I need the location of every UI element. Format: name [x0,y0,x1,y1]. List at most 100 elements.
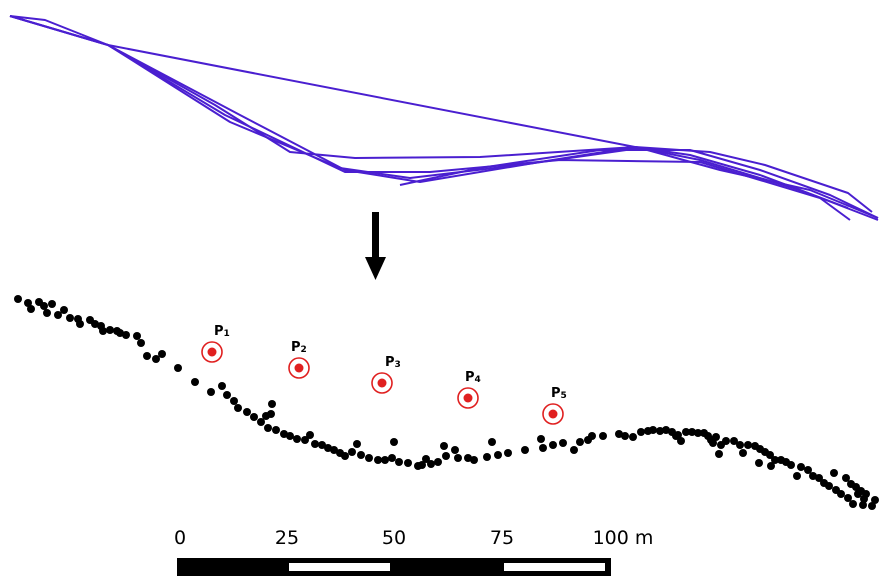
cloud-point [24,299,32,307]
cloud-point [504,449,512,457]
marker-p1: P1 [201,324,230,363]
cloud-point [191,378,199,386]
marker-ring [457,387,479,409]
cloud-point [99,327,107,335]
cloud-point [76,320,84,328]
cloud-point [859,501,867,509]
marker-p5: P5 [542,386,567,425]
cloud-point [306,431,314,439]
cloud-point [272,426,280,434]
cloud-point [868,502,876,510]
scale-tick-0: 0 [174,527,186,549]
marker-label-main: P [551,386,561,401]
scale-tick-100m: 100 m [593,527,654,549]
trajectory-line [9,15,873,213]
marker-label-sub: 1 [224,329,230,339]
cloud-point [677,437,685,445]
cloud-point [133,332,141,340]
marker-label-p4: P4 [465,370,481,385]
cloud-point [656,427,664,435]
marker-label-sub: 4 [475,375,481,385]
cloud-point [755,459,763,467]
cloud-point [330,446,338,454]
marker-dot [548,409,558,419]
cloud-point [264,424,272,432]
trajectory-line [9,15,851,221]
cloud-point [442,452,450,460]
cloud-point [739,449,747,457]
cloud-point [48,300,56,308]
cloud-point [223,391,231,399]
point-cloud [14,295,879,510]
cloud-point [418,461,426,469]
cloud-point [804,466,812,474]
cloud-point [348,448,356,456]
scale-tick-75: 75 [490,527,514,549]
cloud-point [694,429,702,437]
marker-label-p1: P1 [214,324,230,339]
cloud-point [54,311,62,319]
cloud-point [709,439,717,447]
cloud-point [621,432,629,440]
cloud-point [830,469,838,477]
cloud-point [267,410,275,418]
cloud-point [395,458,403,466]
marker-label-main: P [385,355,395,370]
marker-dot [294,363,304,373]
cloud-point [712,433,720,441]
marker-dot [377,378,387,388]
cloud-point [736,441,744,449]
cloud-point [470,456,478,464]
cloud-point [715,450,723,458]
cloud-point [250,413,258,421]
cloud-point [494,451,502,459]
marker-dot [207,347,217,357]
cloud-point [388,454,396,462]
cloud-point [390,438,398,446]
cloud-point [860,495,868,503]
cloud-point [427,460,435,468]
marker-p2: P2 [288,340,310,379]
marker-label-main: P [291,340,301,355]
cloud-point [837,490,845,498]
cloud-point [374,456,382,464]
cloud-point [588,432,596,440]
cloud-point [293,435,301,443]
cloud-point [66,314,74,322]
cloud-point [539,444,547,452]
cloud-point [744,441,752,449]
cloud-point [318,441,326,449]
cloud-point [570,446,578,454]
marker-ring [201,341,223,363]
scale-bar-segment-white [289,563,390,571]
trajectory-line [107,44,849,209]
marker-label-sub: 5 [561,391,567,401]
cloud-point [174,364,182,372]
cloud-point [257,418,265,426]
marker-dot [463,393,473,403]
cloud-point [301,436,309,444]
marker-ring [371,372,393,394]
cloud-point [106,326,114,334]
trajectory-lines [9,15,879,221]
cloud-point [793,472,801,480]
marker-p4: P4 [457,370,481,409]
cloud-point [137,339,145,347]
scale-tick-50: 50 [382,527,406,549]
cloud-point [766,451,774,459]
cloud-point [143,352,151,360]
cloud-point [353,440,361,448]
marker-label-main: P [214,324,224,339]
cloud-point [243,408,251,416]
cloud-point [682,428,690,436]
cloud-point [674,431,682,439]
marker-ring [288,357,310,379]
cloud-point [440,442,448,450]
cloud-point [381,456,389,464]
cloud-point [549,441,557,449]
marker-label-main: P [465,370,475,385]
marker-label-sub: 2 [301,345,307,355]
cloud-point [722,437,730,445]
marker-ring [542,403,564,425]
cloud-point [454,454,462,462]
